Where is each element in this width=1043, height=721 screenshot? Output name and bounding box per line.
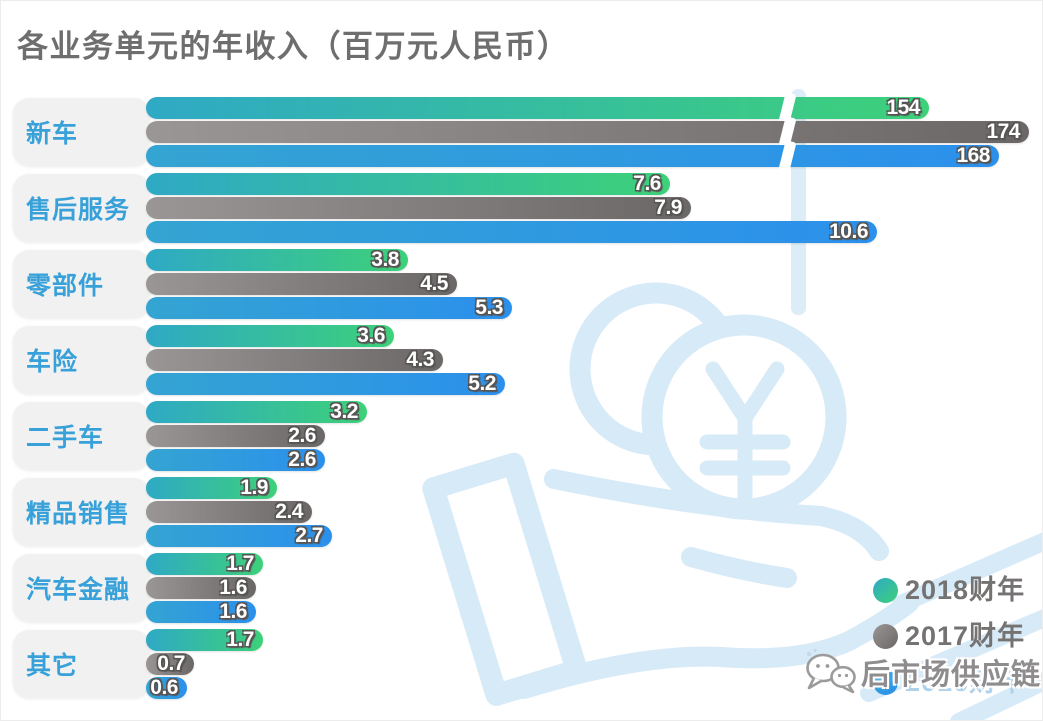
legend-swatch-icon: [873, 669, 898, 695]
value-label: 7.6: [633, 172, 661, 195]
category-label: 精品销售: [13, 478, 150, 546]
value-label: 0.6: [150, 676, 178, 699]
bar-group: 售后服务 7.6 7.9 10.6: [13, 173, 1032, 243]
bar-chart-area: 新车 154 174 168 售后服务 7.6 7.9 10.6 零部件 3.8 4.5 5.3 车险 3…: [13, 92, 1032, 705]
legend-item: 2018财年: [873, 575, 1026, 605]
bar-stack: 7.6 7.9 10.6: [146, 173, 877, 243]
bar-fy2017: 1.6: [146, 577, 256, 599]
value-label: 4.5: [420, 272, 448, 295]
value-label: 2.7: [295, 524, 323, 547]
watermark: 后市场供应链: [801, 647, 1041, 697]
bar-group: 二手车 3.2 2.6 2.6: [13, 401, 1032, 471]
bar-stack: 3.8 4.5 5.3: [146, 249, 512, 319]
watermark-text: 后市场供应链: [861, 659, 1042, 691]
value-label: 3.8: [371, 248, 399, 271]
value-label: 2.6: [288, 448, 316, 471]
bar-stack: 1.7 0.7 0.6: [146, 629, 263, 699]
value-label: 1.7: [226, 628, 254, 651]
category-label: 汽车金融: [13, 554, 150, 622]
bar-group: 汽车金融 1.7 1.6 1.6: [13, 553, 1032, 623]
value-label: 5.3: [475, 296, 503, 319]
bar-fy2016: 5.2: [146, 373, 505, 395]
bar-stack: 3.6 4.3 5.2: [146, 325, 505, 395]
value-label: 3.2: [330, 400, 358, 423]
yuan-sign-icon: [699, 361, 791, 505]
value-label: 4.3: [406, 348, 434, 371]
bar-group: 精品销售 1.9 2.4 2.7: [13, 477, 1032, 547]
value-label: 154: [886, 96, 920, 119]
legend-label: 2018财年: [905, 575, 1026, 605]
value-label: 0.7: [157, 652, 185, 675]
bar-fy2016: 0.6: [146, 677, 187, 699]
bar-fy2018: 3.2: [146, 401, 367, 423]
category-label: 售后服务: [13, 174, 150, 242]
value-label: 7.9: [654, 196, 682, 219]
category-label: 其它: [13, 630, 150, 698]
value-label: 168: [956, 144, 990, 167]
category-label: 零部件: [13, 250, 150, 318]
bar-fy2016: 2.6: [146, 449, 325, 471]
bar-fy2017: 7.9: [146, 197, 691, 219]
value-label: 2.6: [288, 424, 316, 447]
legend-label: 2016财年: [905, 667, 1026, 697]
bar-stack: 154 174 168: [146, 92, 1029, 172]
bar-group: 车险 3.6 4.3 5.2: [13, 325, 1032, 395]
arm-stripes: [860, 532, 1042, 720]
bar-fy2018: 7.6: [146, 173, 670, 195]
value-label: 1.6: [219, 576, 247, 599]
bar-fy2018: 3.8: [146, 249, 408, 271]
bar-stack: 1.9 2.4 2.7: [146, 477, 332, 547]
bar-fy2017: 174: [146, 116, 1029, 148]
value-label: 1.6: [219, 600, 247, 623]
bar-fy2017: 2.4: [146, 501, 312, 523]
bar-fy2018: 154: [146, 92, 929, 124]
bar-group: 其它 1.7 0.7 0.6: [13, 629, 1032, 699]
legend: 2018财年 2017财年 2016财年: [873, 577, 1025, 715]
bar-fy2018: 1.7: [146, 629, 263, 651]
bar-fy2018: 1.9: [146, 477, 277, 499]
legend-item: 2017财年: [873, 621, 1026, 651]
value-label: 5.2: [468, 372, 496, 395]
category-label: 车险: [13, 326, 150, 394]
bar-fy2016: 2.7: [146, 525, 332, 547]
bar-stack: 3.2 2.6 2.6: [146, 401, 367, 471]
palm-outline: [514, 469, 919, 699]
value-label: 1.7: [226, 552, 254, 575]
bar-fy2018: 1.7: [146, 553, 263, 575]
bar-fy2018: 3.6: [146, 325, 394, 347]
bar-fy2017: 2.6: [146, 425, 325, 447]
value-label: 1.9: [240, 476, 268, 499]
bar-group: 零部件 3.8 4.5 5.3: [13, 249, 1032, 319]
legend-label: 2017财年: [905, 621, 1026, 651]
axis-break-mark: [778, 140, 797, 172]
bar-fy2017: 4.5: [146, 273, 457, 295]
wechat-icon: [806, 648, 856, 694]
bar-stack: 1.7 1.6 1.6: [146, 553, 263, 623]
bar-fy2016: 5.3: [146, 297, 512, 319]
page-title: 各业务单元的年收入（百万元人民币）: [17, 29, 570, 64]
value-label: 10.6: [829, 220, 868, 243]
legend-swatch-icon: [873, 623, 898, 649]
bar-fy2016: 1.6: [146, 601, 256, 623]
category-label: 新车: [13, 98, 150, 166]
bar-fy2016: 10.6: [146, 221, 877, 243]
legend-item: 2016财年: [873, 667, 1026, 697]
bar-group: 新车 154 174 168: [13, 92, 1032, 172]
category-label: 二手车: [13, 402, 150, 470]
bar-fy2017: 0.7: [146, 653, 194, 675]
value-label: 174: [986, 120, 1020, 143]
legend-swatch-icon: [873, 577, 898, 603]
value-label: 3.6: [357, 324, 385, 347]
bar-fy2017: 4.3: [146, 349, 443, 371]
bar-fy2016: 168: [146, 140, 999, 172]
value-label: 2.4: [275, 500, 303, 523]
